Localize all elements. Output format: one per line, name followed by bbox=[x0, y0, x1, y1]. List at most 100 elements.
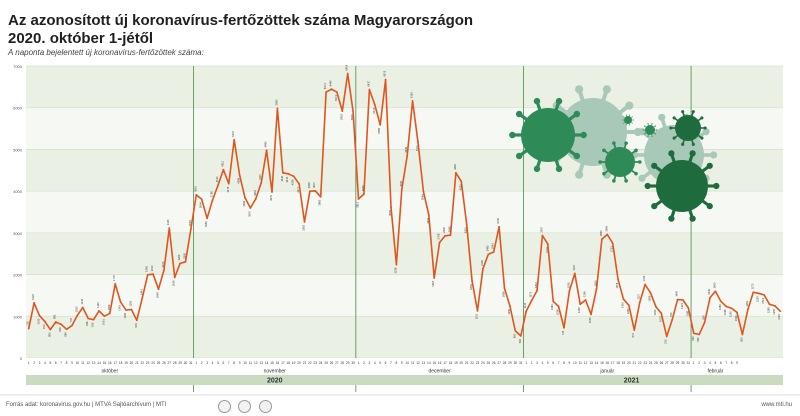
x-tick-label: 5 bbox=[547, 361, 549, 365]
data-point bbox=[649, 291, 652, 294]
data-label: 705 bbox=[26, 321, 30, 326]
data-point bbox=[746, 308, 749, 311]
data-label: 1210 bbox=[80, 298, 84, 304]
data-label: 4849 bbox=[404, 146, 408, 152]
data-point bbox=[395, 263, 398, 266]
data-label: 530 bbox=[518, 338, 522, 343]
x-axis-day-strip bbox=[26, 358, 783, 366]
virus-icon-spike-tip bbox=[634, 171, 638, 176]
data-label: 4197 bbox=[258, 174, 262, 180]
data-point bbox=[103, 315, 106, 318]
data-label: 2136 bbox=[480, 260, 484, 266]
virus-icon-spike-tip bbox=[644, 133, 646, 135]
data-label: 590 bbox=[691, 336, 695, 341]
data-label: 6072 bbox=[372, 107, 376, 113]
virus-icon-spike-tip bbox=[689, 215, 696, 222]
data-label: 2542 bbox=[491, 243, 495, 249]
data-point bbox=[498, 225, 501, 228]
x-tick-label: 22 bbox=[140, 361, 144, 365]
virus-icon-spike-tip bbox=[623, 116, 625, 118]
virus-icon-spike-tip bbox=[706, 162, 713, 169]
x-tick-label: 17 bbox=[443, 361, 447, 365]
data-label: 6819 bbox=[345, 64, 349, 70]
x-tick-label: 3 bbox=[368, 361, 370, 365]
x-tick-label: 6 bbox=[720, 361, 722, 365]
x-tick-label: 11 bbox=[411, 361, 415, 365]
x-tick-label: 3 bbox=[206, 361, 208, 365]
plot-band bbox=[26, 274, 783, 317]
data-point bbox=[71, 324, 73, 327]
title-line-1: Az azonosított új koronavírus-fertőzötte… bbox=[8, 12, 474, 29]
data-label: 680 bbox=[47, 332, 51, 337]
data-point bbox=[692, 332, 695, 335]
data-label: 1360 bbox=[550, 304, 554, 310]
month-label: december bbox=[429, 369, 452, 375]
data-label: 1148 bbox=[123, 313, 127, 319]
data-label: 3865 bbox=[318, 199, 322, 205]
data-point bbox=[725, 305, 728, 308]
x-tick-label: 16 bbox=[438, 361, 442, 365]
virus-icon-spike-tip bbox=[632, 119, 634, 121]
virus-icon bbox=[521, 108, 575, 162]
plot-band bbox=[26, 191, 783, 233]
data-point bbox=[303, 220, 306, 223]
x-tick-label: 12 bbox=[416, 361, 420, 365]
y-tick-label: 0 bbox=[20, 356, 23, 361]
data-label: 1288 bbox=[766, 307, 770, 313]
data-point bbox=[298, 182, 300, 185]
x-tick-label: 7 bbox=[558, 361, 560, 365]
data-label: 3597 bbox=[247, 210, 251, 216]
x-tick-label: 3 bbox=[39, 361, 41, 365]
data-label: 1131 bbox=[475, 313, 479, 319]
data-label: 563 bbox=[739, 337, 743, 342]
virus-icon-spike-tip bbox=[575, 85, 584, 94]
virus-icon-spike-tip bbox=[612, 179, 616, 183]
data-point bbox=[162, 269, 165, 272]
x-tick-label: 2 bbox=[33, 361, 35, 365]
virus-icon-spike-tip bbox=[689, 150, 696, 157]
x-tick-label: 11 bbox=[579, 361, 583, 365]
data-label: 1929 bbox=[172, 280, 176, 286]
site-link[interactable]: www.mti.hu bbox=[761, 402, 792, 408]
data-point bbox=[530, 299, 533, 302]
data-label: 904 bbox=[134, 323, 138, 328]
data-point bbox=[157, 288, 160, 291]
x-tick-label: 7 bbox=[725, 361, 727, 365]
data-point bbox=[314, 189, 317, 192]
x-tick-label: 28 bbox=[503, 361, 507, 365]
x-tick-label: 4 bbox=[44, 361, 46, 365]
x-tick-label: 14 bbox=[595, 361, 599, 365]
y-tick-label: 7000 bbox=[13, 64, 23, 69]
data-label: 1234 bbox=[556, 309, 560, 315]
x-tick-label: 2 bbox=[201, 361, 203, 365]
virus-icon-spike-tip bbox=[658, 113, 666, 121]
data-point bbox=[341, 110, 344, 113]
y-tick-label: 5000 bbox=[13, 147, 23, 152]
virus-icon-spike-tip bbox=[573, 152, 581, 160]
data-point bbox=[217, 184, 219, 187]
data-label: 689 bbox=[64, 332, 68, 337]
data-point bbox=[390, 206, 392, 208]
x-tick-label: 5 bbox=[49, 361, 51, 365]
x-tick-label: 18 bbox=[119, 361, 123, 365]
title-line-2: 2020. október 1-jétől bbox=[8, 30, 154, 47]
data-point bbox=[546, 243, 549, 245]
x-tick-label: 28 bbox=[173, 361, 177, 365]
x-tick-label: 9 bbox=[71, 361, 73, 365]
data-label: 6374 bbox=[334, 95, 338, 101]
data-point bbox=[719, 300, 722, 303]
x-tick-label: 20 bbox=[460, 361, 464, 365]
data-point bbox=[373, 103, 376, 106]
data-point bbox=[698, 333, 701, 336]
data-point bbox=[357, 198, 360, 200]
data-label: 565 bbox=[696, 337, 700, 342]
data-label: 515 bbox=[664, 339, 668, 344]
x-tick-label: 24 bbox=[481, 361, 485, 365]
year-band bbox=[26, 375, 783, 385]
virus-icon-spike-tip bbox=[672, 136, 676, 140]
data-label: 3804 bbox=[199, 202, 203, 208]
data-label: 1001 bbox=[101, 319, 105, 325]
data-point bbox=[108, 312, 111, 315]
data-label: 2937 bbox=[539, 226, 543, 232]
x-tick-label: 17 bbox=[611, 361, 615, 365]
